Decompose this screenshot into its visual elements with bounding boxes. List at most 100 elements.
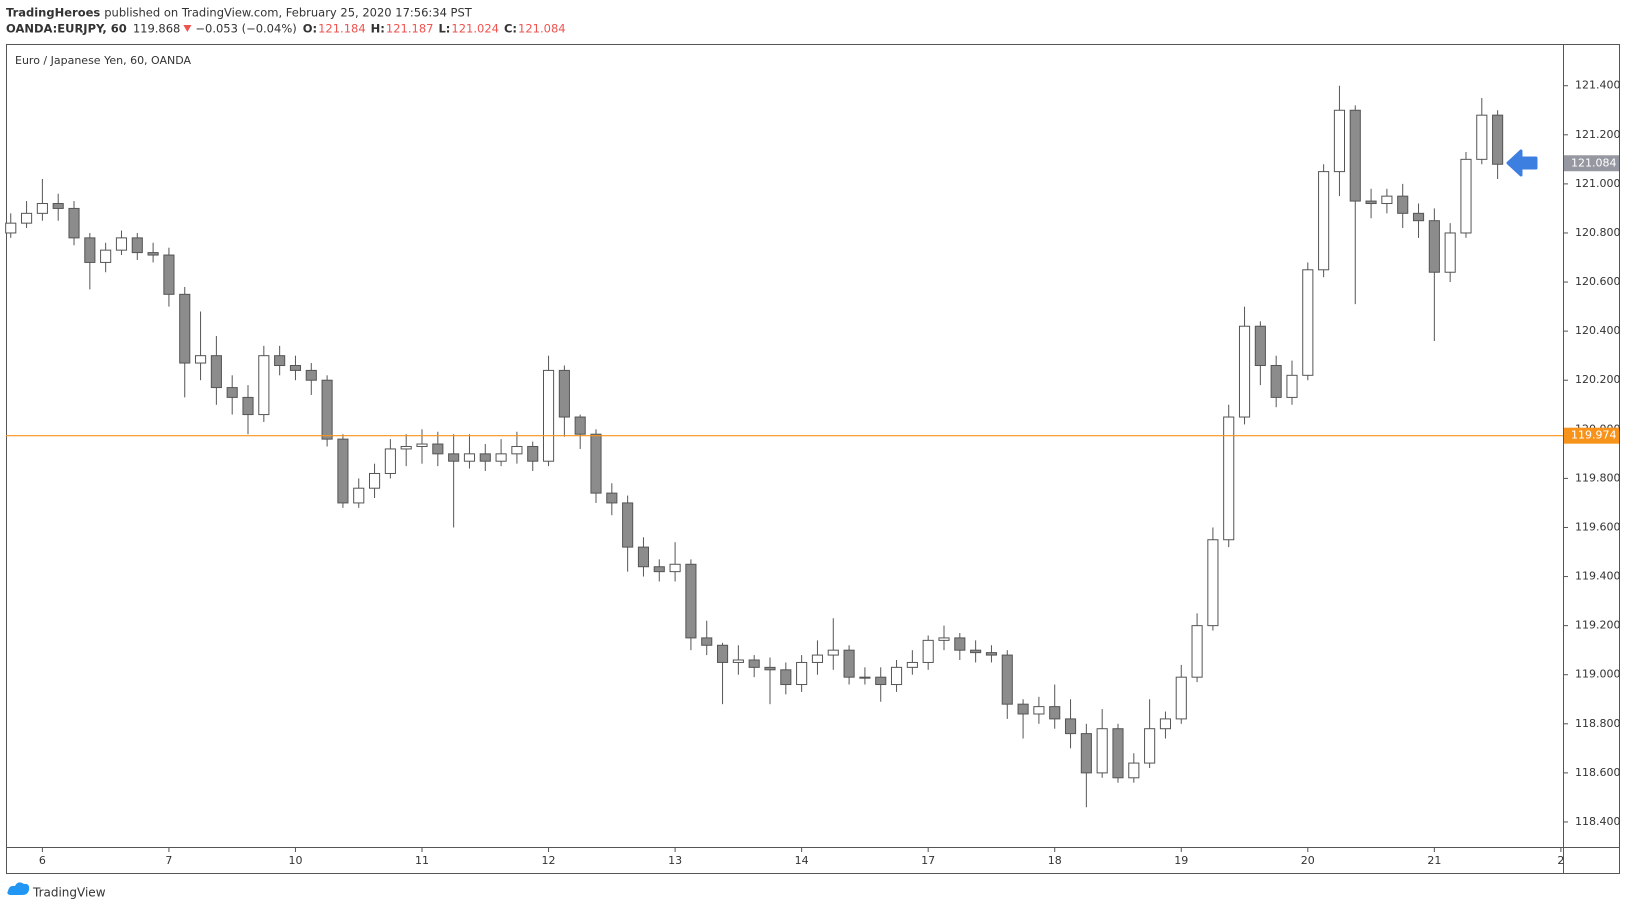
y-tick-label: 121.400 bbox=[1575, 79, 1621, 92]
candle-body bbox=[353, 487, 365, 504]
candle-body bbox=[542, 369, 555, 462]
candle-body bbox=[1064, 718, 1077, 735]
candle-body bbox=[1460, 158, 1472, 234]
candle-body bbox=[21, 212, 33, 224]
y-tick-label: 121.200 bbox=[1575, 128, 1621, 141]
y-tick-label: 120.400 bbox=[1575, 324, 1621, 337]
candle-body bbox=[1318, 171, 1330, 271]
candle-body bbox=[400, 445, 412, 450]
ohlc-label: L: bbox=[438, 22, 450, 36]
candle-body bbox=[1381, 195, 1393, 205]
candle-body bbox=[131, 237, 143, 254]
candle-body bbox=[1175, 676, 1187, 720]
candle-body bbox=[495, 453, 507, 462]
candle-body bbox=[321, 379, 333, 440]
candle-body bbox=[637, 546, 650, 568]
candle-body bbox=[1333, 109, 1346, 173]
candle-body bbox=[906, 661, 918, 668]
candle-body bbox=[1080, 733, 1092, 774]
candle-body bbox=[590, 433, 602, 494]
candle-body bbox=[954, 637, 966, 651]
brand-logo bbox=[7, 882, 30, 895]
candle-body bbox=[1412, 212, 1425, 222]
x-tick-label: 7 bbox=[165, 854, 172, 867]
candle-body bbox=[1270, 364, 1282, 398]
candle-body bbox=[1128, 762, 1140, 779]
y-tick-label: 118.400 bbox=[1575, 815, 1621, 828]
pointer-arrow bbox=[1506, 149, 1538, 177]
x-tick-label: 18 bbox=[1048, 854, 1062, 867]
y-tick-label: 119.600 bbox=[1575, 520, 1621, 533]
published-info: published on TradingView.com, February 2… bbox=[104, 6, 473, 20]
x-tick-label: 21 bbox=[1427, 854, 1441, 867]
candle-body bbox=[1001, 654, 1013, 705]
candle-body bbox=[985, 652, 998, 656]
candle-body bbox=[1476, 114, 1488, 160]
price-line-tag bbox=[1564, 427, 1619, 444]
candle-body bbox=[163, 254, 175, 295]
candle-body bbox=[1191, 625, 1203, 678]
y-tick-label: 120.600 bbox=[1575, 275, 1621, 288]
x-tick-label: 14 bbox=[795, 854, 809, 867]
y-tick-label: 119.000 bbox=[1575, 668, 1621, 681]
candle-body bbox=[1492, 114, 1504, 165]
ohlc-value: 121.084 bbox=[518, 22, 566, 36]
candle-body bbox=[1223, 416, 1235, 541]
candle-body bbox=[685, 563, 697, 639]
last-price-tag bbox=[1564, 155, 1619, 172]
candle-body bbox=[622, 502, 634, 548]
y-tick-label: 119.800 bbox=[1575, 471, 1621, 484]
last-price-label: 121.084 bbox=[1571, 156, 1617, 169]
candle-body bbox=[875, 676, 887, 686]
candle-body bbox=[811, 654, 824, 663]
candle-body bbox=[701, 637, 713, 646]
ohlc-value: 121.024 bbox=[451, 22, 499, 36]
candle-body bbox=[970, 649, 982, 654]
x-tick-label: 12 bbox=[542, 854, 556, 867]
candle-body bbox=[796, 661, 808, 686]
ohlc-value: 121.184 bbox=[318, 22, 366, 36]
candle-body bbox=[115, 237, 128, 251]
last-value: 119.868 bbox=[133, 22, 181, 36]
candle-body bbox=[416, 443, 428, 447]
candle-body bbox=[890, 666, 903, 686]
candle-body bbox=[669, 563, 681, 573]
candle-body bbox=[653, 566, 665, 573]
x-tick-label: 20 bbox=[1301, 854, 1315, 867]
candle-body bbox=[84, 237, 96, 263]
symbol: OANDA:EURJPY, 60 bbox=[6, 22, 127, 36]
candle-body bbox=[5, 222, 17, 234]
candle-body bbox=[1207, 539, 1219, 627]
candle-body bbox=[1033, 706, 1045, 715]
y-tick-label: 120.800 bbox=[1575, 226, 1621, 239]
candle-body bbox=[1428, 220, 1440, 273]
candle-body bbox=[1144, 728, 1156, 764]
candle-body bbox=[289, 364, 302, 371]
candle-body bbox=[558, 369, 570, 418]
candle-body bbox=[258, 355, 270, 416]
brand: TradingView bbox=[32, 886, 106, 900]
candle-body bbox=[1286, 374, 1298, 398]
x-tick-label: 10 bbox=[288, 854, 302, 867]
candle-body bbox=[226, 387, 238, 398]
candle-body bbox=[1112, 728, 1124, 779]
candle-body bbox=[827, 649, 839, 656]
candle-body bbox=[210, 355, 222, 389]
candle-body bbox=[511, 445, 523, 455]
candle-body bbox=[527, 445, 539, 462]
change: −0.053 (−0.04%) bbox=[195, 22, 296, 36]
candle-body bbox=[432, 443, 444, 455]
candle-body bbox=[1254, 325, 1266, 366]
candle-body bbox=[1096, 728, 1108, 774]
ohlc-value: 121.187 bbox=[386, 22, 434, 36]
x-tick-label: 13 bbox=[668, 854, 682, 867]
candle-body bbox=[305, 369, 317, 381]
candle-body bbox=[938, 637, 950, 641]
y-tick-label: 121.000 bbox=[1575, 177, 1621, 190]
frame bbox=[6, 44, 1620, 874]
candle-body bbox=[147, 252, 159, 256]
candle-body bbox=[1444, 232, 1456, 273]
candle-body bbox=[764, 666, 776, 671]
y-tick-label: 119.200 bbox=[1575, 619, 1621, 632]
candle-body bbox=[732, 659, 744, 663]
